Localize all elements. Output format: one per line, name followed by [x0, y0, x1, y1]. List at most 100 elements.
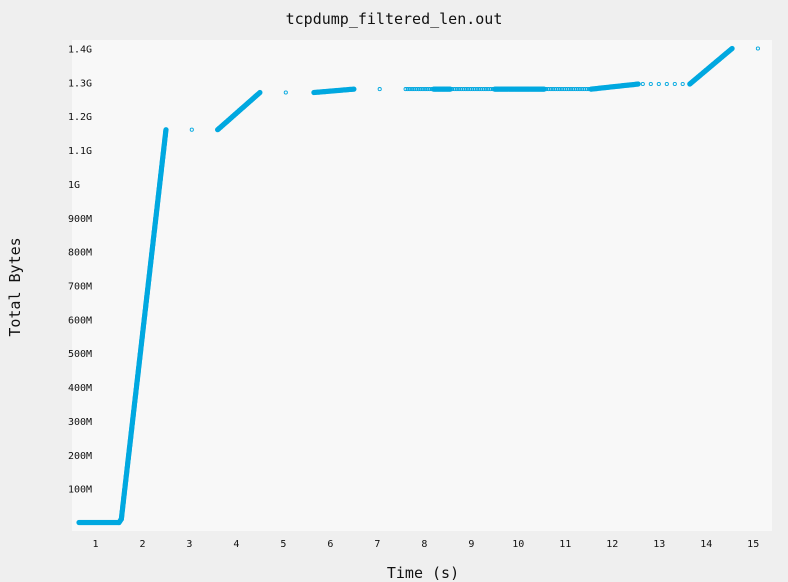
data-point: [546, 87, 551, 92]
data-point: [553, 87, 558, 92]
data-point: [468, 87, 473, 92]
data-point: [582, 87, 587, 92]
x-tick-label: 4: [233, 539, 239, 550]
y-tick-label: 900M: [68, 214, 92, 225]
x-tick-label: 5: [280, 539, 286, 550]
data-point: [486, 87, 491, 92]
y-tick-label: 1.2G: [68, 112, 92, 123]
x-tick-label: 14: [700, 539, 712, 550]
x-tick-label: 6: [327, 539, 333, 550]
data-point: [559, 87, 565, 92]
x-axis-label: Time (s): [387, 564, 459, 582]
data-point: [423, 87, 428, 92]
data-point: [656, 81, 661, 87]
y-tick-label: 300M: [68, 417, 92, 428]
data-point: [542, 87, 547, 92]
data-point: [729, 45, 735, 52]
y-axis-label: Total Bytes: [6, 237, 24, 336]
data-point: [564, 87, 569, 92]
data-point: [420, 87, 425, 92]
x-tick-label: 2: [139, 539, 145, 550]
data-point: [448, 87, 453, 92]
data-point: [573, 87, 578, 92]
x-tick-label: 3: [186, 539, 192, 550]
y-tick-label: 500M: [68, 349, 92, 360]
plot-area: [72, 40, 772, 531]
data-point: [568, 87, 574, 92]
data-point: [664, 81, 669, 87]
y-tick-label: 1G: [68, 180, 80, 191]
data-point: [427, 87, 432, 92]
data-point: [477, 87, 482, 92]
data-point: [257, 89, 263, 96]
x-tick-label: 10: [512, 539, 524, 550]
data-point: [680, 81, 685, 87]
data-point: [403, 87, 408, 92]
data-point: [571, 87, 576, 92]
y-tick-label: 1.4G: [68, 44, 92, 55]
data-point: [425, 87, 430, 92]
chart-title: tcpdump_filtered_len.out: [286, 10, 503, 28]
y-tick-label: 100M: [68, 485, 92, 496]
data-point: [377, 87, 382, 92]
data-point: [488, 87, 493, 92]
data-point: [551, 87, 556, 92]
data-point: [555, 87, 560, 92]
data-point: [577, 87, 582, 92]
data-point: [414, 87, 419, 92]
y-tick-label: 600M: [68, 315, 92, 326]
x-tick-label: 8: [421, 539, 427, 550]
data-point: [557, 87, 562, 92]
data-point: [640, 81, 645, 87]
data-point: [189, 127, 194, 132]
data-point: [548, 87, 553, 92]
x-tick-label: 13: [653, 539, 665, 550]
data-point: [405, 87, 410, 92]
y-tick-label: 800M: [68, 248, 92, 259]
x-tick-label: 15: [747, 539, 759, 550]
data-point: [474, 87, 480, 92]
y-tick-label: 200M: [68, 451, 92, 462]
data-point: [454, 87, 459, 92]
x-tick-label: 12: [606, 539, 618, 550]
data-point: [351, 86, 357, 92]
data-point: [407, 87, 412, 92]
data-point: [479, 87, 484, 92]
data-point: [452, 87, 457, 92]
data-point: [481, 87, 486, 92]
y-tick-label: 400M: [68, 383, 92, 394]
data-point: [461, 87, 466, 92]
data-point: [575, 87, 580, 92]
data-point: [566, 87, 571, 92]
data-point: [672, 81, 677, 87]
data-point: [412, 87, 417, 92]
data-point: [544, 87, 549, 92]
data-point: [755, 46, 760, 51]
data-point: [580, 87, 585, 92]
data-points: [76, 45, 760, 526]
y-tick-labels: 100M 200M 300M 400M 500M 600M 700M 800M 900M 1G 1.…: [68, 44, 92, 495]
data-point: [584, 87, 589, 92]
y-tick-label: 1.1G: [68, 146, 92, 157]
data-point: [483, 87, 488, 92]
data-point: [457, 87, 462, 92]
data-point: [648, 81, 653, 87]
data-point: [465, 87, 471, 92]
data-point: [450, 87, 455, 92]
data-point: [470, 87, 475, 92]
x-tick-label: 11: [559, 539, 571, 550]
data-point: [418, 87, 423, 92]
data-point: [472, 87, 477, 92]
y-tick-label: 1.3G: [68, 78, 92, 89]
data-point: [463, 87, 468, 92]
x-tick-label: 9: [468, 539, 474, 550]
x-tick-label: 7: [374, 539, 380, 550]
x-tick-labels: 1 2 3 4 5 6 7 8 9 10 11 12 13 14 15: [92, 539, 759, 550]
data-point: [283, 90, 288, 95]
data-point: [459, 87, 464, 92]
x-tick-label: 1: [92, 539, 98, 550]
data-point: [416, 87, 421, 92]
data-point: [562, 87, 567, 92]
data-point: [410, 87, 415, 92]
